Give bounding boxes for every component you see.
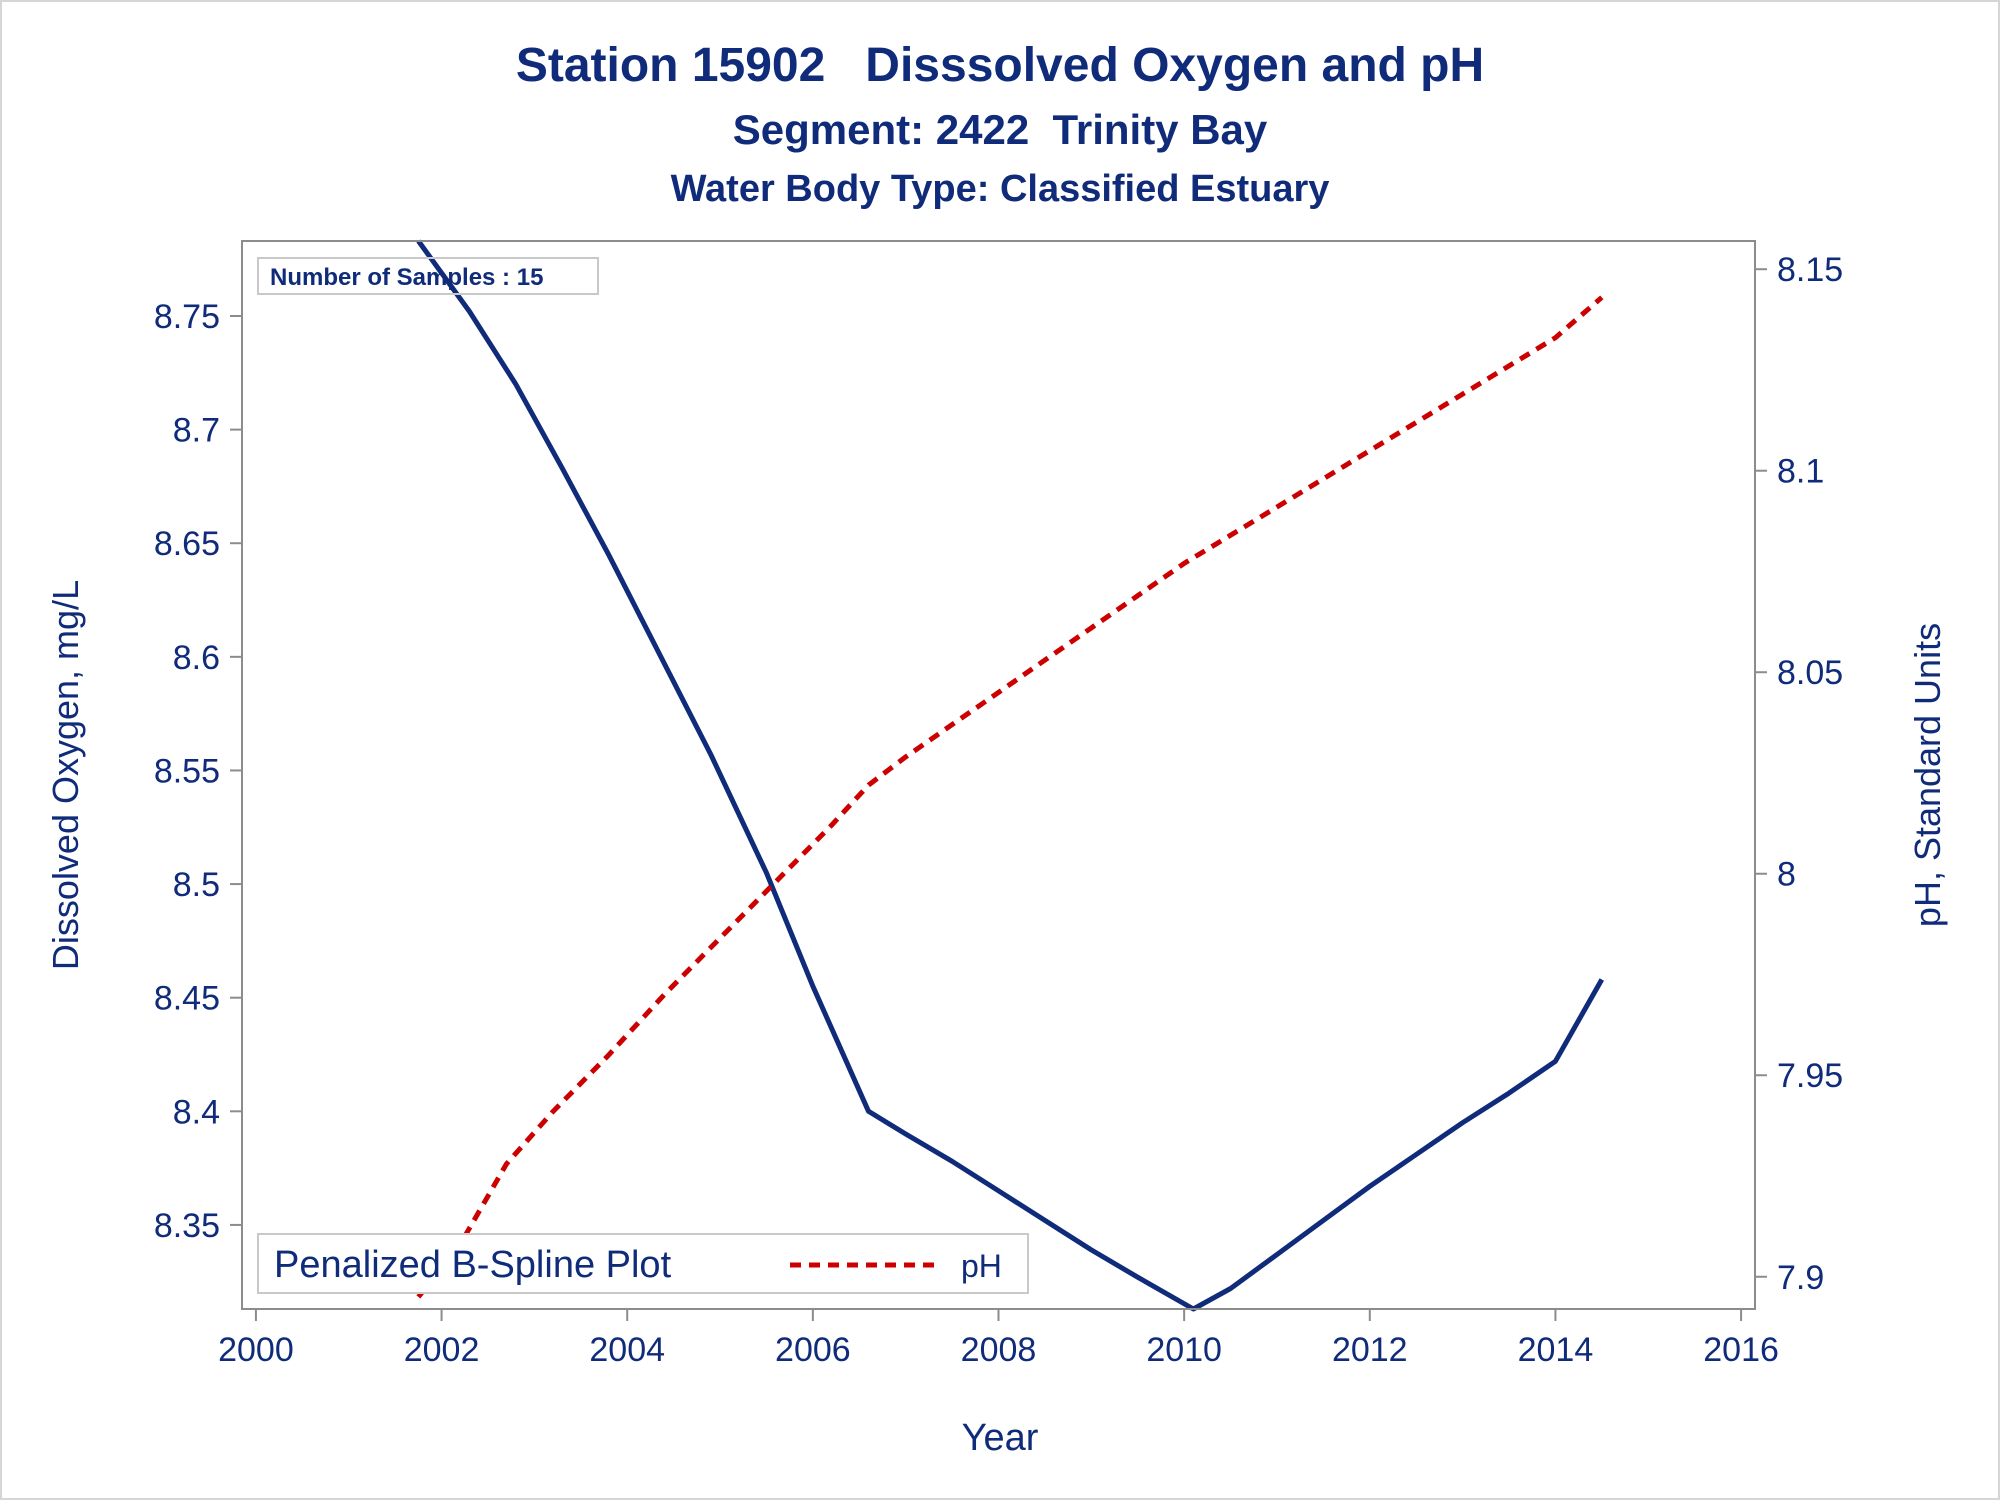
y-right-tick-label: 7.9 xyxy=(1777,1259,1824,1297)
y-right-tick-label: 8 xyxy=(1777,856,1796,894)
y-axis-right-label: pH, Standard Units xyxy=(1907,623,1948,927)
y-left-tick-label: 8.7 xyxy=(173,412,220,450)
ticks-layer: 2000 2002 2004 2006 2008 2010 2012 2014 2016 8.35… xyxy=(154,251,1843,1369)
x-tick-label: 2008 xyxy=(961,1331,1037,1369)
y-left-tick-label: 8.6 xyxy=(173,639,220,677)
plot-area-border xyxy=(241,240,1756,1310)
y-left-tick-label: 8.75 xyxy=(154,298,220,336)
y-left-tick-label: 8.35 xyxy=(154,1207,220,1245)
y-right-tick-label: 8.1 xyxy=(1777,453,1824,491)
x-axis-label: Year xyxy=(962,1417,1039,1459)
x-tick-label: 2004 xyxy=(589,1331,665,1369)
dissolved-oxygen-series-line xyxy=(416,239,1604,1312)
y-axis-left-label: Dissolved Oxygen, mg/L xyxy=(45,580,86,970)
samples-inset-label: Number of Samples : 15 xyxy=(270,264,543,291)
y-left-tick-label: 8.4 xyxy=(173,1093,220,1131)
y-left-tick-label: 8.55 xyxy=(154,752,220,790)
y-right-tick-label: 7.95 xyxy=(1777,1057,1843,1095)
x-tick-label: 2002 xyxy=(404,1331,480,1369)
x-tick-label: 2012 xyxy=(1332,1331,1408,1369)
x-tick-label: 2006 xyxy=(775,1331,851,1369)
x-tick-label: 2014 xyxy=(1518,1331,1594,1369)
x-tick-label: 2000 xyxy=(218,1331,294,1369)
legend-ph-label: pH xyxy=(961,1248,1002,1284)
y-right-tick-label: 8.15 xyxy=(1777,251,1843,289)
ph-series-line xyxy=(416,295,1604,1299)
y-right-tick-label: 8.05 xyxy=(1777,654,1843,692)
chart-subtitle-segment: Segment: 2422 Trinity Bay xyxy=(732,106,1268,153)
samples-inset-box xyxy=(257,257,599,295)
legend-box xyxy=(257,1233,1029,1294)
y-left-tick-label: 8.45 xyxy=(154,980,220,1018)
y-left-tick-label: 8.65 xyxy=(154,525,220,563)
legend-title: Penalized B-Spline Plot xyxy=(274,1244,672,1286)
chart-title: Station 15902 Disssolved Oxygen and pH xyxy=(515,39,1485,92)
y-left-tick-label: 8.5 xyxy=(173,866,220,904)
x-tick-label: 2010 xyxy=(1146,1331,1222,1369)
chart-subtitle-water-body: Water Body Type: Classified Estuary xyxy=(670,168,1330,210)
series-layer xyxy=(416,239,1604,1312)
x-tick-label: 2016 xyxy=(1703,1331,1779,1369)
